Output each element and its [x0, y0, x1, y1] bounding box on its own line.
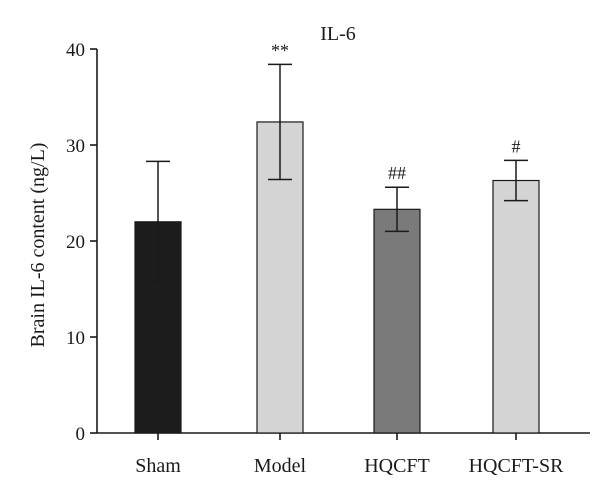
y-tick-label: 40: [66, 40, 85, 61]
chart-title: IL-6: [320, 23, 356, 45]
x-tick-label: Sham: [135, 455, 181, 477]
y-tick-label: 20: [66, 232, 85, 253]
x-tick-label: HQCFT-SR: [469, 455, 565, 477]
x-tick-label: Model: [254, 455, 307, 477]
y-tick-label: 0: [76, 424, 86, 445]
significance-label: #: [512, 136, 521, 156]
y-axis-label: Brain IL-6 content (ng/L): [27, 143, 49, 348]
significance-label: **: [271, 40, 289, 60]
x-tick-label: HQCFT: [364, 455, 430, 477]
significance-label: ##: [388, 163, 406, 183]
y-tick-label: 10: [66, 328, 85, 349]
y-tick-label: 30: [66, 136, 85, 157]
bar: [492, 179, 540, 434]
bar: [373, 208, 421, 434]
bars-group: Sham ** Model ## HQCFT # HQCFT-SR: [134, 40, 565, 477]
